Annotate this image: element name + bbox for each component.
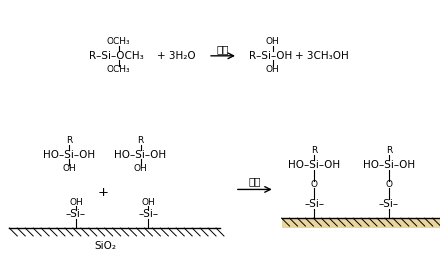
Text: HO–Si–OH: HO–Si–OH: [115, 150, 167, 160]
Text: OCH₃: OCH₃: [107, 37, 131, 46]
Text: + 3CH₃OH: + 3CH₃OH: [295, 51, 349, 61]
Text: OH: OH: [142, 198, 155, 207]
Text: O: O: [311, 180, 318, 189]
Text: OH: OH: [62, 164, 76, 173]
Text: 水解: 水解: [217, 44, 229, 54]
Bar: [282, 218, 440, 228]
Text: +: +: [97, 186, 108, 199]
Text: OH: OH: [266, 65, 280, 74]
Text: 缩合: 缩合: [249, 176, 261, 186]
Text: + 3H₂O: + 3H₂O: [157, 51, 196, 61]
Text: –Si–: –Si–: [66, 209, 86, 219]
Text: R: R: [66, 136, 72, 146]
Text: –Si–: –Si–: [138, 209, 158, 219]
Text: R: R: [311, 146, 318, 155]
Text: R: R: [386, 146, 392, 155]
Text: HO–Si–OH: HO–Si–OH: [43, 150, 95, 160]
Text: HO–Si–OH: HO–Si–OH: [363, 160, 415, 170]
Text: SiO₂: SiO₂: [95, 241, 117, 251]
Text: OCH₃: OCH₃: [107, 65, 131, 74]
Text: –Si–: –Si–: [304, 199, 325, 209]
Text: R–Si–OCH₃: R–Si–OCH₃: [89, 51, 144, 61]
Text: OH: OH: [134, 164, 147, 173]
Text: OH: OH: [266, 37, 280, 46]
Text: O: O: [385, 180, 392, 189]
Text: R–Si–OH: R–Si–OH: [249, 51, 292, 61]
Text: OH: OH: [69, 198, 83, 207]
Text: R: R: [138, 136, 144, 146]
Text: –Si–: –Si–: [379, 199, 399, 209]
Text: HO–Si–OH: HO–Si–OH: [288, 160, 340, 170]
